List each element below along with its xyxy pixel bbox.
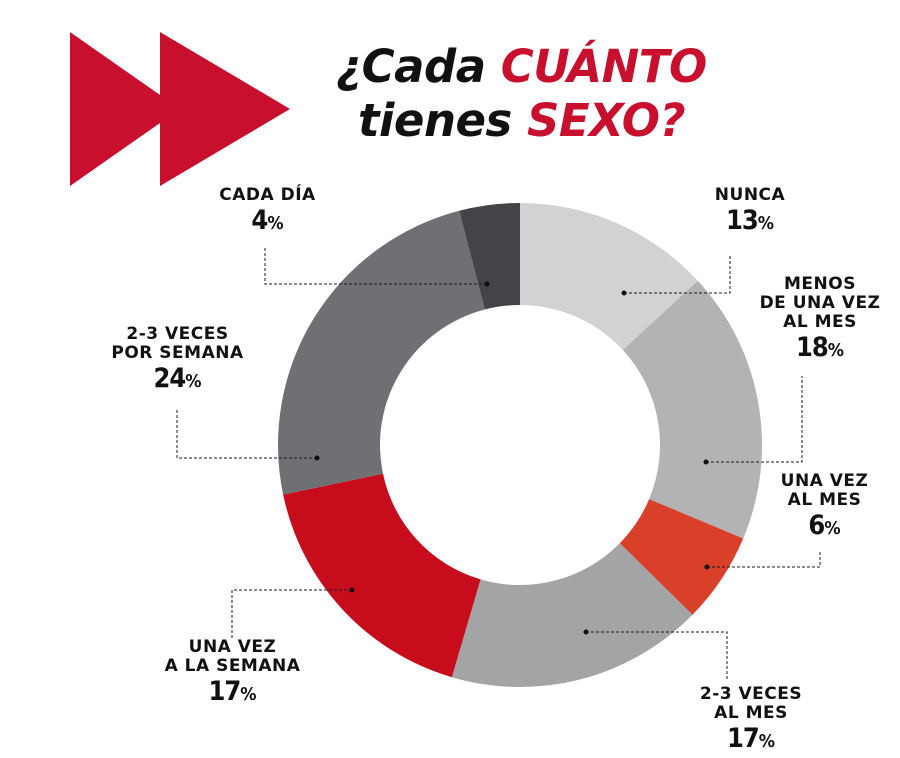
donut-slice (619, 499, 744, 615)
slice-label: UNA VEZ A LA SEMANA 17% (140, 638, 325, 711)
leader-line (176, 408, 317, 459)
slice-label: 2-3 VECES AL MES 17% (686, 685, 816, 758)
slice-label-name: NUNCA (714, 185, 786, 205)
title-part-highlight: CUÁNTO (500, 40, 707, 93)
slice-value-label: 4% (251, 205, 284, 236)
slice-label-name: 2-3 VECES POR SEMANA (111, 324, 244, 363)
fast-forward-icon (70, 32, 290, 186)
leader-line (264, 247, 487, 285)
slice-label-name: 2-3 VECES AL MES (699, 684, 803, 723)
donut-slice (459, 203, 520, 310)
slice-label-name: UNA VEZ A LA SEMANA (164, 637, 301, 676)
leader-dot (349, 587, 355, 593)
slice-value-label: 6% (808, 510, 841, 541)
leader-line (707, 550, 821, 568)
donut-slice (278, 210, 485, 495)
leader-line (231, 589, 352, 640)
slice-label: UNA VEZ AL MES 6% (762, 472, 887, 545)
leader-dot (583, 629, 589, 635)
slice-label: CADA DÍA 4% (205, 186, 330, 240)
slice-value-label: 18% (795, 332, 845, 363)
chart-title-line-2: tienes SEXO? (358, 94, 686, 147)
slice-value-label: 24% (153, 363, 202, 394)
donut-slice (520, 203, 698, 351)
leader-dot (484, 281, 490, 287)
chart-title-line-1: ¿Cada CUÁNTO (336, 42, 707, 92)
slice-label-name: CADA DÍA (219, 185, 316, 205)
slice-value-label: 13% (725, 205, 775, 236)
slice-value-label: 17% (726, 723, 776, 754)
title-part: ¿Cada (336, 40, 486, 93)
slice-label: NUNCA 13% (705, 186, 795, 240)
donut-slice (451, 543, 693, 687)
slice-value-label: 17% (208, 676, 257, 707)
leader-dot (621, 290, 627, 296)
leader-dot (703, 459, 709, 465)
title-part: tienes (358, 94, 512, 147)
leader-dot (314, 455, 320, 461)
donut-slice (283, 473, 481, 678)
leader-line (624, 256, 731, 294)
leader-line (586, 631, 728, 680)
slice-label-name: UNA VEZ AL MES (780, 471, 869, 510)
leader-dot (704, 564, 710, 570)
slice-label-name: MENOS DE UNA VEZ AL MES (759, 274, 881, 332)
slice-label: 2-3 VECES POR SEMANA 24% (100, 325, 255, 398)
title-part-highlight: SEXO? (526, 94, 686, 147)
leader-line (706, 376, 803, 463)
donut-slice (622, 280, 762, 539)
slice-label: MENOS DE UNA VEZ AL MES 18% (745, 275, 895, 367)
arrow-shape (160, 32, 290, 186)
arrow-shape (70, 32, 180, 186)
